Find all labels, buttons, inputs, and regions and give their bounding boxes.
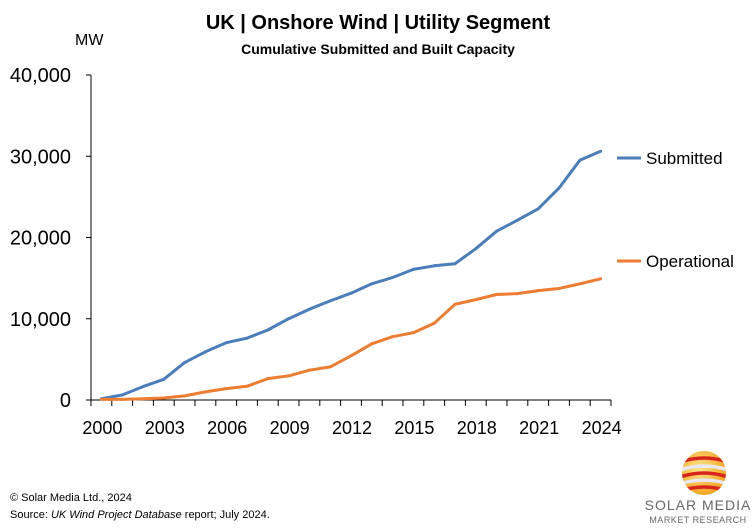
data-point-operational (245, 384, 249, 388)
x-tick-label: 2012 (332, 418, 372, 438)
data-point-operational (349, 354, 353, 358)
data-point-submitted (162, 377, 166, 381)
series-line-submitted (101, 149, 602, 401)
data-point-operational (474, 298, 478, 302)
x-tick-label: 2024 (582, 418, 622, 438)
y-tick-label: 30,000 (10, 146, 71, 168)
solar-media-logo-icon (682, 451, 726, 495)
data-point-submitted (370, 282, 374, 286)
x-tick-label: 2018 (457, 418, 497, 438)
data-point-submitted (515, 218, 519, 222)
y-tick-label: 40,000 (10, 65, 71, 87)
chart-title: UK | Onshore Wind | Utility Segment (205, 12, 551, 34)
legend-label-operational: Operational (646, 252, 734, 271)
series-line-operational (101, 277, 601, 401)
data-point-operational (162, 396, 166, 400)
source-text: Source: UK Wind Project Database report;… (10, 509, 270, 521)
data-point-submitted (203, 350, 207, 354)
data-point-operational (578, 282, 582, 286)
data-point-operational (287, 374, 291, 378)
data-point-submitted (224, 341, 228, 345)
data-point-submitted (183, 361, 187, 365)
data-point-operational (307, 368, 311, 372)
y-tick-label: 10,000 (10, 309, 71, 331)
chart-subtitle: Cumulative Submitted and Built Capacity (241, 41, 515, 57)
data-point-operational (391, 335, 395, 339)
data-point-operational (224, 387, 228, 391)
data-point-submitted (245, 336, 249, 340)
data-point-operational (495, 293, 499, 297)
x-tick-label: 2006 (207, 418, 247, 438)
data-point-submitted (141, 385, 145, 389)
data-point-operational (266, 377, 270, 381)
x-tick-label: 2000 (82, 418, 122, 438)
data-point-operational (599, 277, 603, 281)
source-prefix: Source: (10, 509, 51, 521)
x-tick-label: 2009 (270, 418, 310, 438)
data-point-submitted (287, 317, 291, 321)
data-point-submitted (266, 328, 270, 332)
data-point-submitted (495, 229, 499, 233)
data-point-operational (328, 365, 332, 369)
x-tick-label: 2021 (519, 418, 559, 438)
data-point-submitted (120, 393, 124, 397)
source-title: UK Wind Project Database (50, 509, 182, 521)
data-point-submitted (349, 291, 353, 295)
data-point-submitted (307, 307, 311, 311)
data-point-submitted (557, 186, 561, 190)
legend-label-submitted: Submitted (646, 149, 723, 168)
data-point-operational (515, 292, 519, 296)
data-point-submitted (474, 247, 478, 251)
data-point-operational (453, 302, 457, 306)
data-point-operational (536, 289, 540, 293)
data-point-submitted (411, 267, 415, 271)
data-point-submitted (432, 264, 436, 268)
logo-text-line1: SOLAR MEDIA (644, 497, 752, 513)
x-tick-label: 2003 (145, 418, 185, 438)
data-point-operational (203, 390, 207, 394)
data-point-operational (183, 394, 187, 398)
logo-text-line2: MARKET RESEARCH (649, 515, 747, 525)
data-point-operational (432, 321, 436, 325)
data-point-submitted (536, 207, 540, 211)
data-point-operational (99, 397, 103, 401)
data-point-submitted (599, 149, 603, 153)
data-point-submitted (391, 275, 395, 279)
data-point-submitted (328, 299, 332, 303)
data-point-operational (141, 397, 145, 401)
data-point-operational (120, 397, 124, 401)
data-point-submitted (578, 158, 582, 162)
y-tick-label: 0 (60, 390, 71, 412)
source-suffix: report; July 2024. (181, 509, 270, 521)
data-point-submitted (453, 262, 457, 266)
y-tick-label: 20,000 (10, 228, 71, 250)
data-point-operational (411, 331, 415, 335)
x-tick-label: 2015 (394, 418, 434, 438)
data-point-operational (557, 287, 561, 291)
copyright-text: © Solar Media Ltd., 2024 (10, 492, 132, 504)
y-axis-label: MW (75, 32, 104, 49)
data-point-operational (370, 342, 374, 346)
